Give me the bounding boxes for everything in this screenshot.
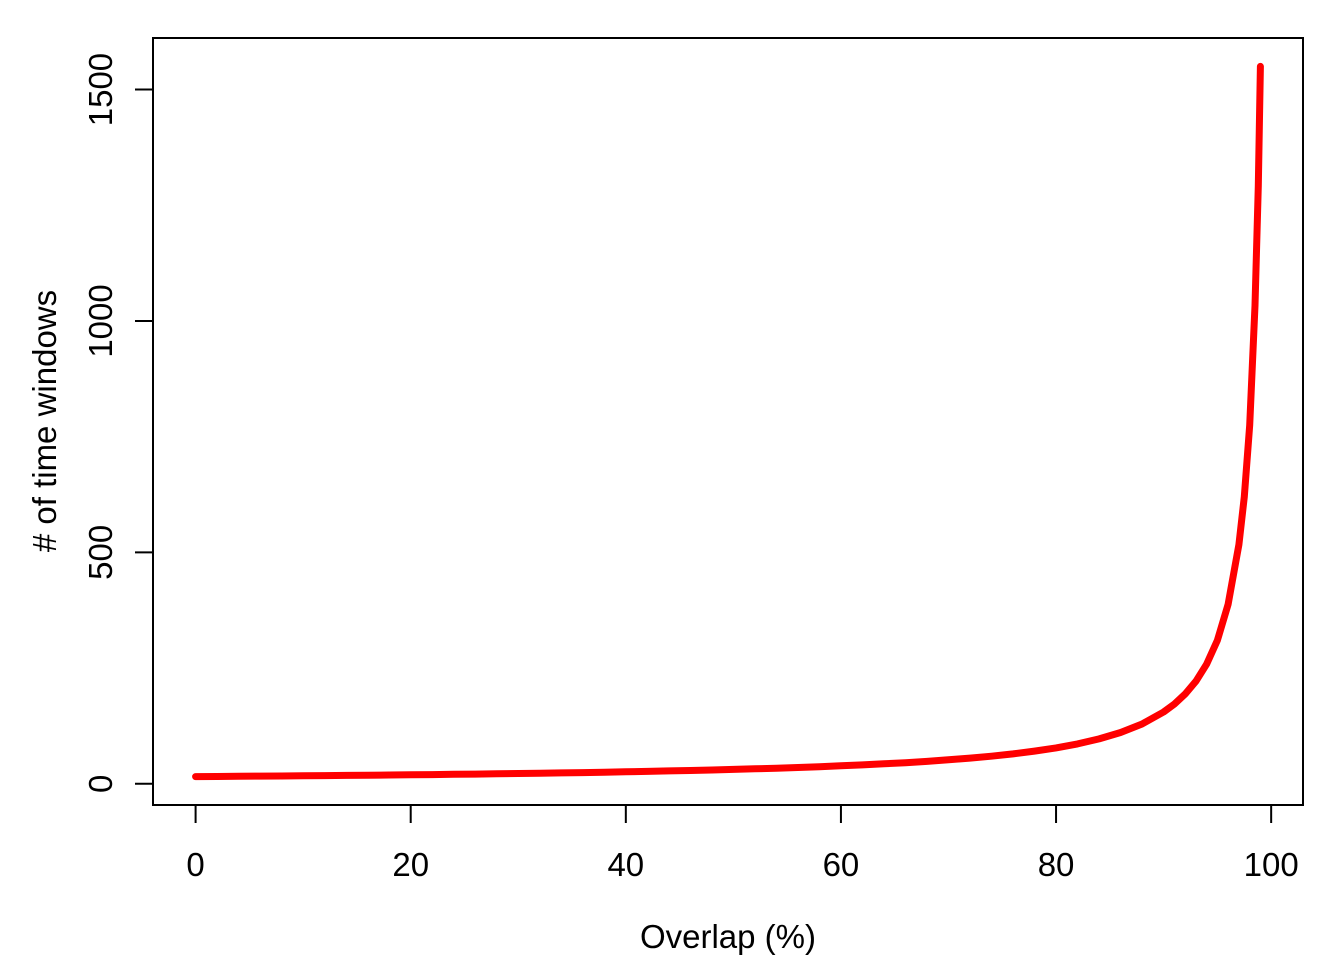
x-tick-label: 80 [1038,846,1075,883]
plot-border [152,37,1304,806]
x-tick-label: 0 [186,846,204,883]
y-tick-label: 500 [82,525,119,580]
x-tick-label: 20 [392,846,429,883]
y-axis-ticks: 0 500 1000 1500 [82,53,153,793]
x-tick-label: 100 [1244,846,1299,883]
y-tick-label: 1000 [82,284,119,357]
y-axis-label: # of time windows [26,290,63,552]
y-tick-label: 0 [82,775,119,793]
x-axis-ticks: 0 20 40 60 80 100 [186,805,1299,883]
x-axis-label: Overlap (%) [640,918,816,955]
x-tick-label: 60 [823,846,860,883]
x-tick-label: 40 [607,846,644,883]
y-tick-label: 1500 [82,53,119,126]
data-curve [192,62,1264,781]
